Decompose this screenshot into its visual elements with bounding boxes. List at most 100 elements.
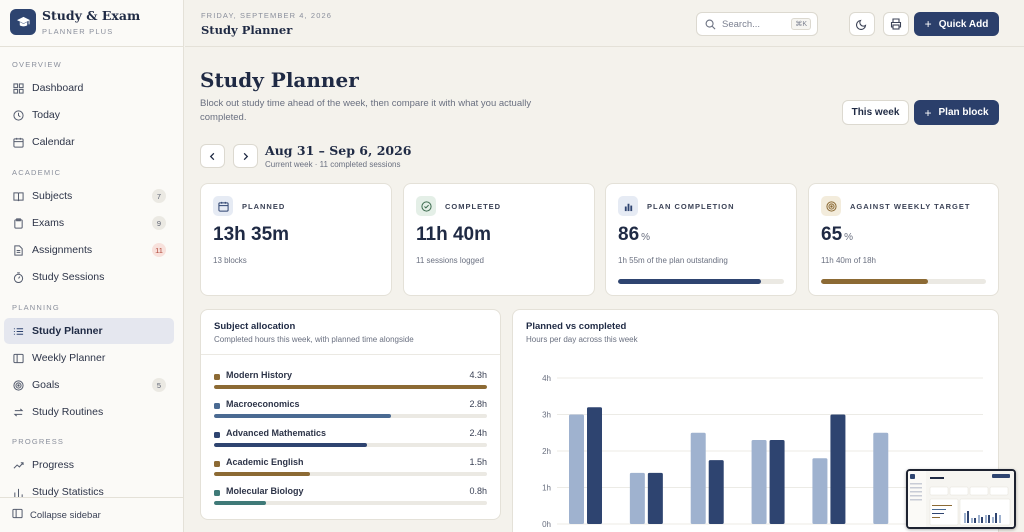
count-badge: 11 [152, 243, 166, 257]
sidebar-item-exams[interactable]: Exams 9 [4, 210, 174, 236]
sidebar-item-progress[interactable]: Progress [4, 452, 174, 478]
subject-row[interactable]: Academic English 1.5h [214, 457, 487, 483]
section-progress: PROGRESS [12, 437, 65, 446]
stat-value: 65% [821, 224, 854, 245]
sidebar-item-assignments[interactable]: Assignments 11 [4, 237, 174, 263]
stat-label: COMPLETED [445, 202, 502, 211]
theme-toggle-button[interactable] [849, 12, 875, 36]
subject-row[interactable]: Advanced Mathematics 2.4h [214, 428, 487, 454]
sidebar-item-goals[interactable]: Goals 5 [4, 372, 174, 398]
stat-unit: % [844, 232, 854, 243]
this-week-button[interactable]: This week [842, 100, 909, 125]
stat-card-completed: COMPLETED 11h 40m 11 sessions logged [403, 183, 595, 296]
screenshot-thumbnail[interactable] [906, 469, 1016, 529]
stat-note: 1h 55m of the plan outstanding [618, 256, 728, 265]
panel-divider [201, 354, 500, 355]
calendar-icon [12, 136, 24, 148]
sidebar-item-label: Weekly Planner [32, 352, 106, 364]
clipboard-icon [12, 217, 24, 229]
subject-row[interactable]: Modern History 4.3h [214, 370, 487, 396]
subject-bar-fill [214, 501, 266, 505]
subject-color-dot [214, 374, 220, 380]
stat-unit: % [641, 232, 651, 243]
next-week-button[interactable] [233, 144, 258, 168]
subject-name: Advanced Mathematics [226, 428, 327, 438]
bar-chart: 0h 1h 2h 3h 4h [513, 362, 997, 530]
stats-icon [12, 486, 24, 498]
subject-bar-fill [214, 443, 367, 447]
graduation-cap-icon [10, 9, 36, 35]
collapse-sidebar-button[interactable]: Collapse sidebar [0, 497, 183, 532]
calendar-icon [213, 196, 233, 216]
subject-bar-track [214, 501, 487, 505]
stat-value: 11h 40m [416, 224, 491, 245]
clock-icon [12, 109, 24, 121]
count-badge: 9 [152, 216, 166, 230]
panel-subtitle: Completed hours this week, with planned … [214, 335, 414, 344]
subject-color-dot [214, 403, 220, 409]
subject-name: Academic English [226, 457, 304, 467]
y-tick-label: 1h [542, 484, 551, 493]
check-circle-icon [416, 196, 436, 216]
repeat-icon [12, 406, 24, 418]
section-academic: ACADEMIC [12, 168, 62, 177]
collapse-sidebar-label: Collapse sidebar [30, 509, 101, 521]
subject-hours: 4.3h [469, 370, 487, 380]
subject-bar-fill [214, 472, 310, 476]
quick-add-button[interactable]: + Quick Add [914, 12, 999, 36]
printer-icon [890, 18, 902, 30]
page-description: Block out study time ahead of the week, … [200, 98, 532, 123]
subject-row[interactable]: Macroeconomics 2.8h [214, 399, 487, 425]
stat-label: AGAINST WEEKLY TARGET [850, 202, 971, 211]
columns-icon [12, 352, 24, 364]
sidebar-item-label: Progress [32, 459, 75, 471]
panel-title: Planned vs completed [526, 321, 627, 332]
subject-row[interactable]: Molecular Biology 0.8h [214, 486, 487, 512]
panel-subtitle: Hours per day across this week [526, 335, 638, 344]
bar-chart-icon [618, 196, 638, 216]
subject-allocation-panel: Subject allocation Completed hours this … [200, 309, 501, 520]
stat-note: 13 blocks [213, 256, 247, 265]
moon-icon [856, 18, 868, 30]
week-range: Aug 31 – Sep 6, 2026 [265, 143, 412, 158]
completed-bar [708, 460, 724, 524]
sidebar-item-calendar[interactable]: Calendar [4, 129, 174, 155]
book-icon [12, 190, 24, 202]
sidebar-item-study-sessions[interactable]: Study Sessions [4, 264, 174, 290]
chart-svg: 0h 1h 2h 3h 4h [542, 374, 983, 529]
sidebar-item-study-statistics[interactable]: Study Statistics [4, 479, 174, 505]
search-input[interactable]: Search... ⌘K [696, 12, 818, 36]
stat-note: 11 sessions logged [416, 256, 484, 265]
plus-icon: + [924, 105, 932, 120]
planned-bar [569, 414, 584, 524]
sidebar-item-study-routines[interactable]: Study Routines [4, 399, 174, 425]
subject-bar-track [214, 385, 487, 389]
top-bar: FRIDAY, SEPTEMBER 4, 2026 Study Planner … [185, 0, 1024, 47]
section-overview: OVERVIEW [12, 60, 62, 69]
sidebar-item-subjects[interactable]: Subjects 7 [4, 183, 174, 209]
brand-divider [0, 46, 183, 47]
y-tick-label: 0h [542, 520, 551, 529]
y-tick-label: 3h [542, 411, 551, 420]
planned-bar [751, 440, 767, 524]
y-tick-label: 4h [542, 374, 551, 383]
plus-icon: + [924, 17, 932, 31]
search-shortcut: ⌘K [791, 18, 811, 30]
page-title: Study Planner [200, 68, 359, 92]
sidebar-item-label: Study Sessions [32, 271, 105, 283]
sidebar-toggle-icon [12, 508, 23, 522]
sidebar-item-study-planner[interactable]: Study Planner [4, 318, 174, 344]
sidebar-item-label: Assignments [32, 244, 93, 256]
previous-week-button[interactable] [200, 144, 225, 168]
brand[interactable]: Study & Exam PLANNER PLUS [10, 8, 140, 36]
sidebar-item-dashboard[interactable]: Dashboard [4, 75, 174, 101]
completed-bar [647, 472, 663, 524]
subject-color-dot [214, 461, 220, 467]
sidebar-item-label: Dashboard [32, 82, 84, 94]
sidebar-item-weekly-planner[interactable]: Weekly Planner [4, 345, 174, 371]
sidebar-item-label: Calendar [32, 136, 75, 148]
plan-block-button[interactable]: + Plan block [914, 100, 999, 125]
subject-name: Molecular Biology [226, 486, 304, 496]
print-button[interactable] [883, 12, 909, 36]
sidebar-item-today[interactable]: Today [4, 102, 174, 128]
